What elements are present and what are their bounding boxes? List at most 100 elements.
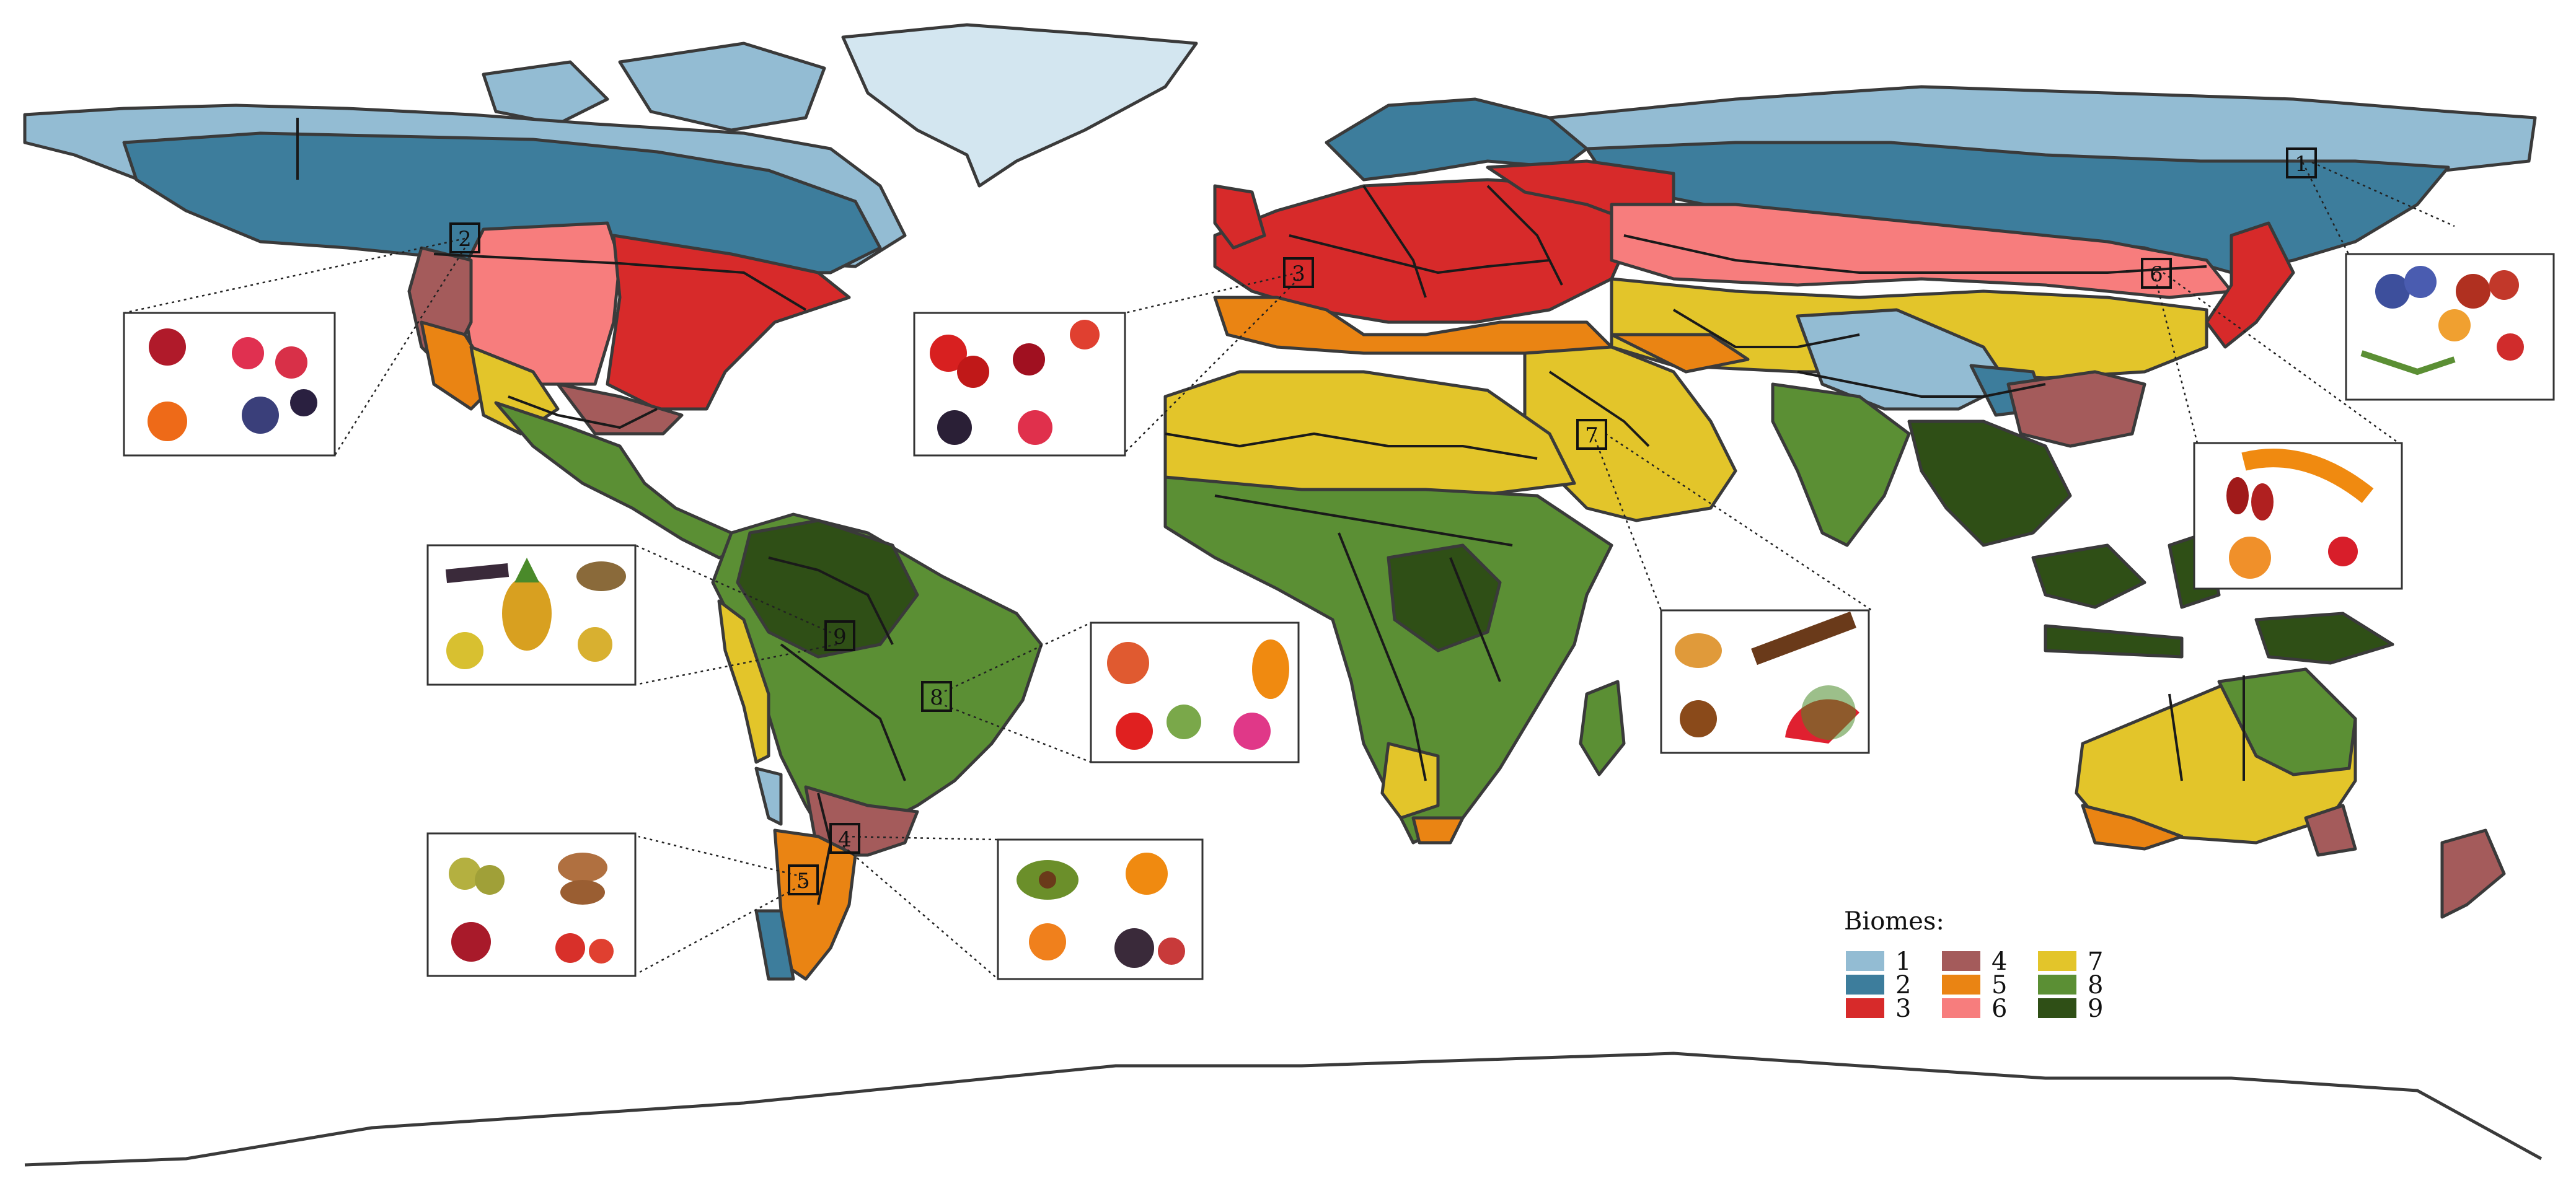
jujube-icon xyxy=(1680,700,1717,737)
legend-item-6: 6 xyxy=(1942,995,2007,1023)
brazil-nut-icon xyxy=(576,561,626,591)
antarctica xyxy=(24,1052,2543,1167)
legend-item-8: 8 xyxy=(2038,971,2103,999)
cranberry-icon xyxy=(149,328,186,366)
apricot-icon xyxy=(2229,537,2271,579)
passion-fruit-icon xyxy=(446,632,483,669)
cranberry-icon xyxy=(2497,333,2524,361)
region-label-8: 8 xyxy=(921,681,952,712)
europe xyxy=(1213,97,1638,355)
svg-text:7: 7 xyxy=(1585,423,1599,448)
legend-swatch-4 xyxy=(1942,951,1980,971)
guava-icon xyxy=(1167,705,1201,739)
fruit-inset-biome-9 xyxy=(426,544,637,686)
blackberry-icon xyxy=(290,389,317,416)
schisandra-icon xyxy=(2328,537,2358,566)
legend-label-5: 5 xyxy=(1992,971,2007,999)
papaya-icon xyxy=(1252,639,1289,699)
cherry-icon xyxy=(1013,343,1045,376)
legend-label-3: 3 xyxy=(1895,995,1911,1023)
legend-swatch-5 xyxy=(1942,975,1980,995)
legend-item-9: 9 xyxy=(2038,995,2103,1023)
legend-swatch-3 xyxy=(1846,998,1884,1018)
cloudberry-icon xyxy=(2438,309,2471,341)
legend-swatch-6 xyxy=(1942,998,1980,1018)
legend-item-3: 3 xyxy=(1846,995,1911,1023)
strawberry-icon xyxy=(930,335,967,372)
legend-label-1: 1 xyxy=(1895,947,1911,976)
date-icon xyxy=(1751,611,1856,665)
svg-text:5: 5 xyxy=(796,869,810,894)
fruit-inset-biome-8 xyxy=(1090,621,1300,763)
pomegranate-icon xyxy=(451,922,491,962)
fruit-inset-biome-5 xyxy=(426,832,637,977)
legend-swatch-1 xyxy=(1846,951,1884,971)
raspberry-icon xyxy=(232,337,264,369)
blackberry-icon xyxy=(937,410,972,445)
pineapple-icon xyxy=(502,576,552,651)
legend-label-9: 9 xyxy=(2088,995,2103,1023)
legend: Biomes: 123 456 789 xyxy=(1844,907,2103,1023)
north-america xyxy=(23,42,907,560)
oceania xyxy=(2075,667,2506,919)
asia xyxy=(1486,85,2537,665)
blueberry-icon xyxy=(242,397,279,434)
legend-item-7: 7 xyxy=(2038,947,2103,976)
orange-icon xyxy=(1126,853,1168,895)
arbutus-icon xyxy=(555,933,585,963)
svg-text:1: 1 xyxy=(2295,152,2308,177)
fruit-inset-biome-3 xyxy=(913,312,1126,457)
leader-lines xyxy=(123,161,2455,980)
region-label-1: 1 xyxy=(2286,147,2317,178)
greenland xyxy=(841,23,1198,188)
svg-text:4: 4 xyxy=(838,827,852,852)
region-label-4: 4 xyxy=(829,823,860,854)
legend-item-4: 4 xyxy=(1942,947,2007,976)
legend-label-4: 4 xyxy=(1992,947,2007,976)
region-label-3: 3 xyxy=(1283,257,1314,288)
legend-item-1: 1 xyxy=(1846,947,1911,976)
fruit-inset-biome-2 xyxy=(123,312,336,457)
fruit-inset-biome-6 xyxy=(2193,442,2403,590)
fruit-inset-biome-7 xyxy=(1660,609,1870,754)
svg-text:9: 9 xyxy=(833,625,847,649)
legend-swatch-7 xyxy=(2038,951,2076,971)
rowan-icon xyxy=(148,402,187,441)
region-label-6: 6 xyxy=(2141,258,2172,289)
lingonberry-icon xyxy=(2456,274,2490,309)
region-label-7: 7 xyxy=(1576,419,1607,450)
legend-label-8: 8 xyxy=(2088,971,2103,999)
mango-icon xyxy=(1107,642,1149,684)
almond-icon xyxy=(558,853,607,882)
legend-item-5: 5 xyxy=(1942,971,2007,999)
country-borders xyxy=(296,118,2245,905)
africa xyxy=(1163,370,1626,845)
fig-icon xyxy=(1114,928,1154,968)
cashew-apple-icon xyxy=(1116,713,1153,750)
south-america xyxy=(711,512,1043,981)
continents xyxy=(23,23,2543,1167)
legend-swatch-8 xyxy=(2038,975,2076,995)
legend-swatch-2 xyxy=(1846,975,1884,995)
rosehip-icon xyxy=(1070,320,1100,349)
region-label-9: 9 xyxy=(824,620,855,651)
acai-icon xyxy=(445,563,509,583)
kumquat-icon xyxy=(1029,923,1066,960)
raspberry-icon xyxy=(1018,410,1052,445)
svg-text:3: 3 xyxy=(1292,261,1305,286)
svg-text:8: 8 xyxy=(930,685,943,710)
svg-text:2: 2 xyxy=(458,227,472,252)
fruit-insets xyxy=(123,253,2555,980)
dragon-fruit-icon xyxy=(1233,713,1271,750)
region-labels: 1 2 3 4 5 6 7 8 xyxy=(449,147,2317,895)
fruit-inset-biome-4 xyxy=(997,838,1204,980)
svg-text:6: 6 xyxy=(2150,262,2163,287)
region-label-5: 5 xyxy=(788,864,819,895)
prickly-pear-icon xyxy=(1675,633,1722,668)
legend-label-7: 7 xyxy=(2088,947,2103,976)
legend-swatch-9 xyxy=(2038,998,2076,1018)
blueberry-icon xyxy=(2375,274,2410,309)
sea-buckthorn-icon xyxy=(2241,449,2374,503)
olive-icon xyxy=(449,858,481,890)
